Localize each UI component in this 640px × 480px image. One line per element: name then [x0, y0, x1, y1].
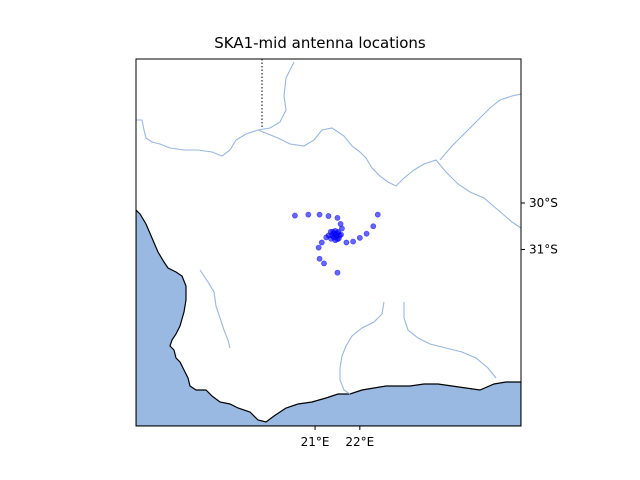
- y-ticks: 30°S 31°S: [521, 196, 558, 256]
- antenna-marker: [323, 234, 330, 241]
- ocean-west: [136, 209, 521, 426]
- antenna-marker: [350, 238, 357, 245]
- antenna-marker: [356, 234, 363, 241]
- river-north: [136, 61, 295, 157]
- antenna-marker: [321, 260, 327, 267]
- antenna-marker: [316, 211, 323, 218]
- antenna-markers: [292, 211, 381, 276]
- antenna-marker: [318, 239, 325, 246]
- antenna-marker: [305, 211, 312, 218]
- y-tick-label: 30°S: [529, 196, 558, 210]
- river-orange: [257, 127, 521, 229]
- x-tick-label: 22°E: [345, 435, 374, 449]
- antenna-marker: [325, 213, 332, 219]
- rivers: [136, 61, 521, 395]
- antenna-marker: [292, 212, 298, 219]
- river-south: [339, 301, 385, 395]
- antenna-marker: [374, 211, 381, 218]
- antenna-marker: [316, 255, 323, 262]
- antenna-marker: [334, 214, 341, 221]
- y-tick-label: 31°S: [529, 242, 558, 256]
- x-ticks: 21°E 22°E: [301, 426, 374, 449]
- antenna-marker: [339, 225, 345, 232]
- antenna-marker: [343, 239, 350, 246]
- river-east: [403, 302, 497, 379]
- antenna-marker: [315, 244, 322, 251]
- antenna-marker: [330, 228, 336, 235]
- x-tick-label: 21°E: [301, 435, 330, 449]
- antenna-marker: [363, 230, 370, 237]
- river-west: [199, 269, 231, 349]
- antenna-marker: [334, 236, 341, 243]
- map-title: SKA1-mid antenna locations: [214, 34, 426, 52]
- antenna-marker: [334, 269, 341, 276]
- map-land-background: [136, 59, 521, 426]
- antenna-marker: [370, 223, 377, 230]
- axes-frame: [135, 58, 522, 427]
- river-vaal: [439, 93, 521, 161]
